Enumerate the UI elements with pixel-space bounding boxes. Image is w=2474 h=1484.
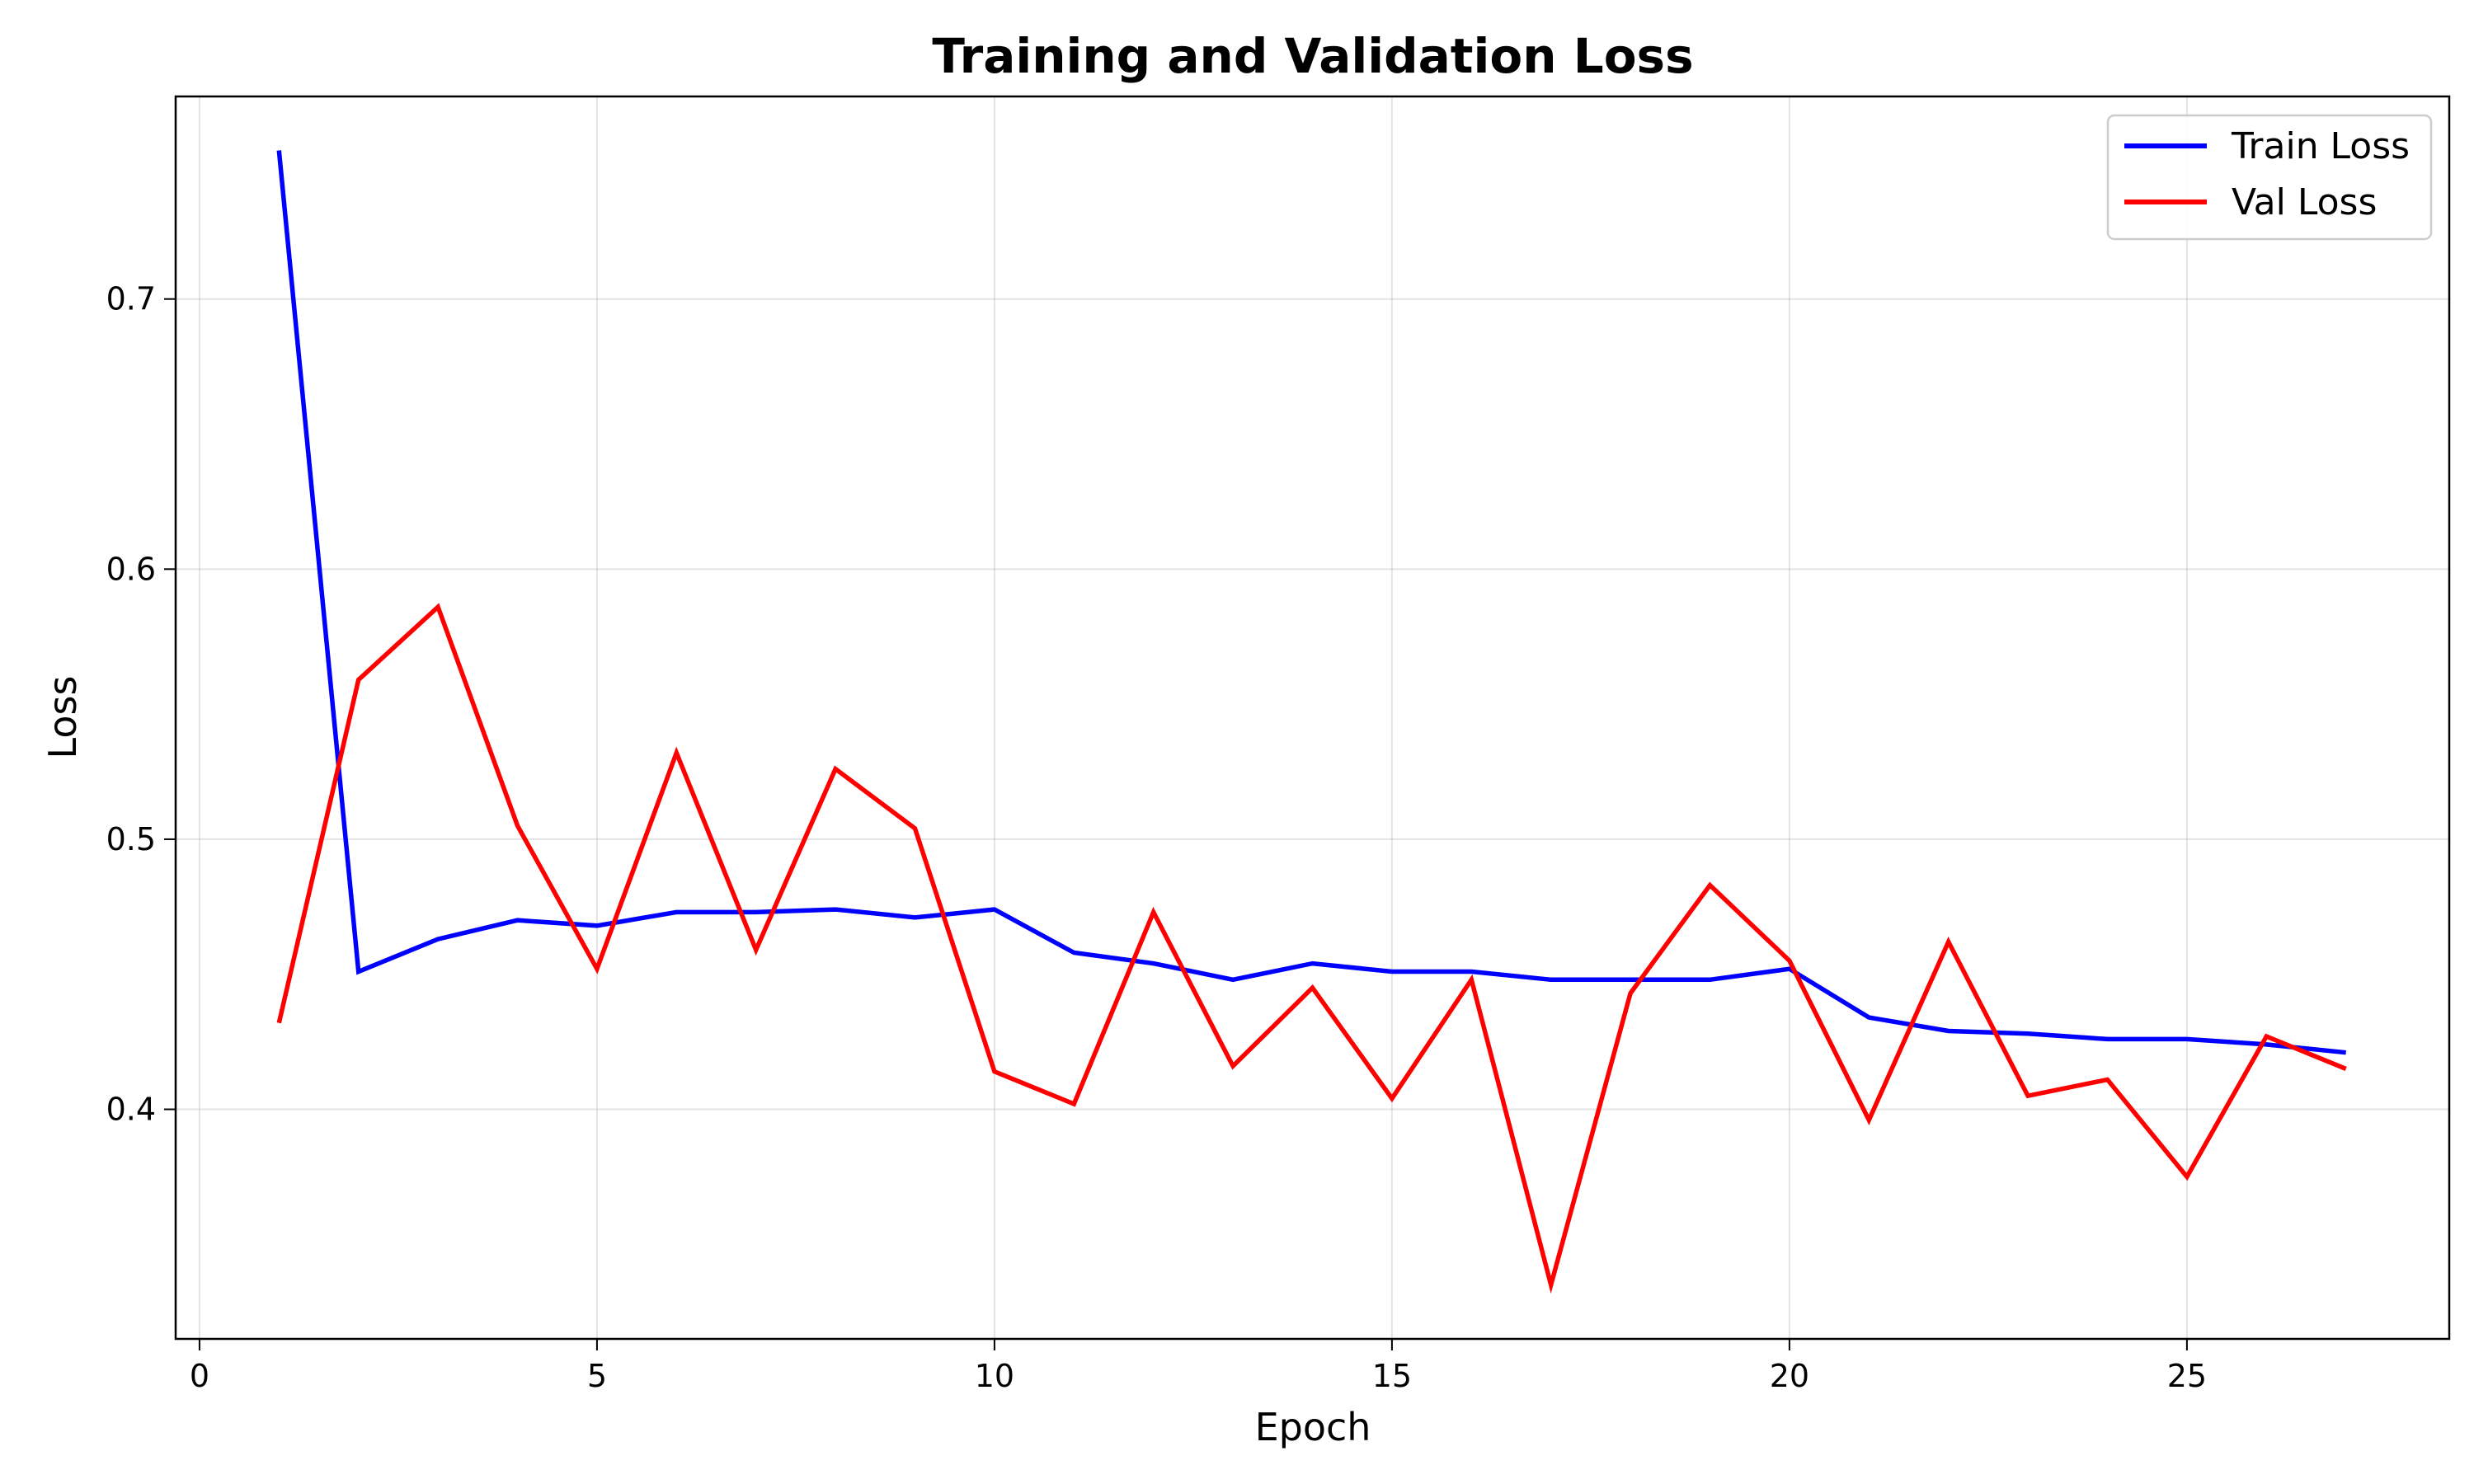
x-tick-label: 0 [190, 1358, 209, 1394]
grid [176, 96, 2449, 1339]
chart-title: Training and Validation Loss [932, 28, 1693, 84]
plot-frame [174, 95, 2451, 1341]
series-line-val-loss [276, 603, 2347, 1294]
legend: Train Loss Val Loss [2106, 114, 2433, 241]
series-line-train-loss [276, 150, 2346, 1055]
y-tick-label: 0.7 [106, 281, 156, 317]
x-tick-label: 25 [2167, 1358, 2207, 1394]
y-axis-ticks: 0.4 0.5 0.6 0.7 [106, 281, 176, 1128]
x-axis-ticks: 0 5 10 15 20 25 [190, 1339, 2207, 1394]
x-tick-label: 15 [1372, 1358, 1412, 1394]
y-tick-label: 0.6 [106, 551, 156, 587]
series-group [276, 150, 2347, 1294]
x-axis-label: Epoch [1255, 1405, 1371, 1449]
y-axis-label: Loss [40, 676, 85, 759]
x-tick-label: 5 [587, 1358, 607, 1394]
x-tick-label: 10 [975, 1358, 1014, 1394]
legend-label-train-loss: Train Loss [2231, 125, 2410, 167]
legend-label-val-loss: Val Loss [2232, 181, 2377, 223]
y-tick-label: 0.5 [106, 821, 156, 857]
x-tick-label: 20 [1770, 1358, 1809, 1394]
y-tick-label: 0.4 [106, 1092, 156, 1128]
